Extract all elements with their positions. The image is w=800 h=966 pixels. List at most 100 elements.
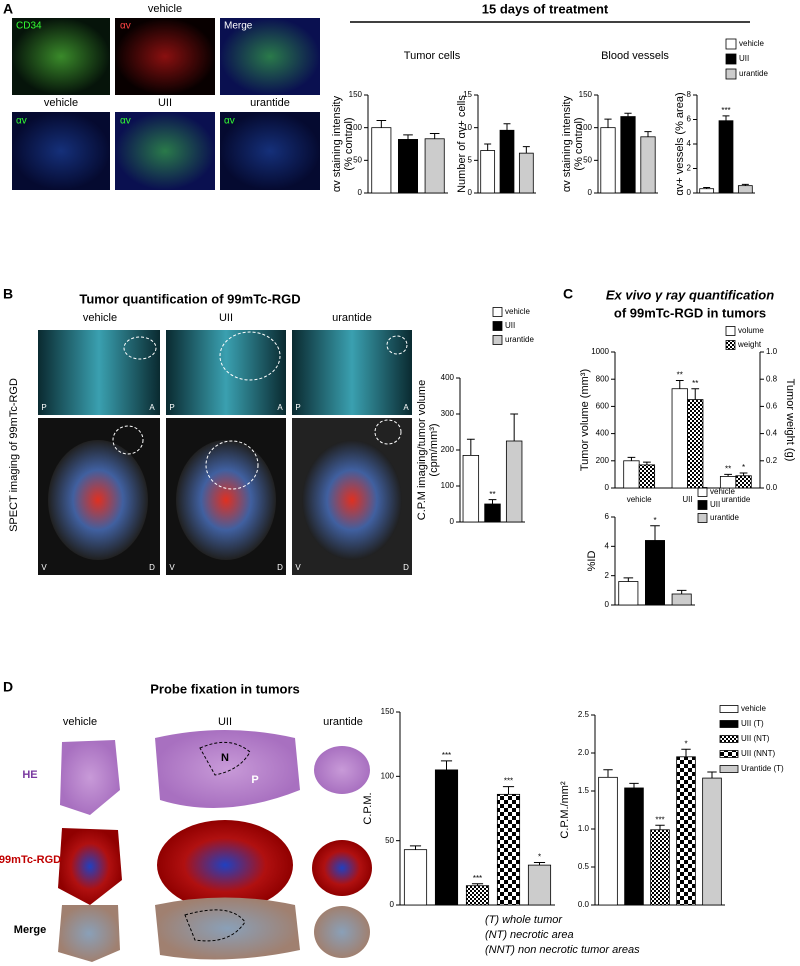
group-label: urantide	[332, 312, 372, 324]
row-label: Merge	[14, 924, 46, 936]
legend-label: volume	[738, 326, 764, 335]
tick-label: 100	[381, 771, 395, 780]
image	[60, 740, 120, 815]
bar	[424, 138, 445, 194]
bar	[499, 129, 515, 194]
error-bar	[643, 461, 651, 465]
tick-label: 600	[596, 402, 610, 411]
roi	[205, 440, 259, 490]
tick-label: 8	[687, 90, 692, 99]
tick-label: 200	[596, 456, 610, 465]
error-bar	[376, 119, 387, 128]
bar	[480, 150, 496, 194]
image	[166, 330, 286, 415]
significance: ***	[442, 751, 451, 760]
tick-label: 0	[687, 188, 692, 197]
tick-label: 0.0	[766, 483, 778, 492]
roi	[374, 419, 402, 445]
legend-label: vehicle	[710, 487, 735, 496]
legend-label: UII	[505, 321, 515, 330]
legend-swatch	[492, 321, 503, 331]
micrographs	[12, 18, 750, 962]
image	[58, 905, 120, 962]
footnote: (NNT) non necrotic tumor areas	[485, 944, 640, 956]
legend-swatch	[725, 38, 737, 50]
error-bar	[603, 769, 613, 778]
image	[176, 440, 276, 560]
treatment-title: 15 days of treatment	[482, 1, 609, 16]
bar	[699, 188, 715, 194]
axis-title: C.P.M.	[362, 792, 374, 824]
error-bar	[681, 748, 691, 757]
group-label: UII	[158, 97, 172, 109]
error-bar	[466, 438, 475, 456]
tick-label: 5	[468, 155, 473, 164]
tick-label: 100	[441, 481, 455, 490]
image	[48, 440, 148, 560]
axis-title: Number of αv+ cells	[456, 95, 468, 193]
bar	[719, 476, 737, 489]
legend-swatch	[719, 705, 739, 713]
legend-swatch	[492, 307, 503, 317]
corner-label: V	[41, 563, 47, 572]
axis-title: αv staining intensity	[561, 95, 573, 192]
legend-swatch	[492, 335, 503, 345]
error-bar	[522, 146, 530, 154]
tick-label: 0	[468, 188, 473, 197]
panel-label: D	[3, 679, 13, 695]
roi	[123, 336, 157, 360]
necrotic-outline	[199, 741, 251, 776]
error-bar	[484, 143, 492, 151]
corner-label: A	[149, 403, 155, 412]
bar	[623, 460, 640, 489]
legend-swatch	[719, 765, 739, 773]
group-label: urantide	[323, 716, 363, 728]
panel-title: Ex vivo γ ray quantification	[606, 287, 774, 302]
legend-label: urantide	[710, 513, 739, 522]
image	[12, 18, 110, 95]
image	[314, 906, 370, 958]
tick-label: 800	[596, 374, 610, 383]
legend-swatch	[719, 750, 739, 758]
x-tick-label: UII	[682, 495, 692, 504]
significance: *	[684, 739, 687, 748]
legend-label: Urantide (T)	[741, 764, 784, 773]
panel-label: B	[3, 286, 13, 302]
error-bar	[676, 589, 687, 594]
bar	[687, 399, 704, 489]
corner-label: V	[169, 563, 175, 572]
image	[220, 112, 320, 190]
bar	[624, 787, 644, 906]
legend-swatch	[697, 500, 708, 510]
error-bar	[503, 123, 511, 131]
significance: ***	[721, 106, 730, 115]
bar	[702, 777, 722, 906]
tick-label: 2	[687, 164, 692, 173]
side-label: SPECT imaging of 99mTc-RGD	[8, 378, 20, 532]
tick-label: 150	[349, 90, 363, 99]
significance: **	[489, 490, 495, 499]
necrotic-outline	[184, 909, 246, 942]
bar	[496, 793, 521, 906]
tick-label: 1.0	[766, 347, 778, 356]
significance: ***	[473, 874, 482, 883]
legend-label: weight	[737, 340, 762, 349]
footnote: (NT) necrotic area	[485, 929, 574, 941]
group-label: urantide	[250, 97, 290, 109]
bar	[671, 593, 692, 606]
image	[155, 897, 300, 960]
image	[115, 112, 215, 190]
error-bar	[707, 771, 717, 779]
bar	[484, 503, 501, 523]
tick-label: 0	[450, 517, 455, 526]
section-title: Blood vessels	[601, 50, 669, 62]
axis-title: (cpm/mm³)	[428, 423, 440, 476]
legend-swatch	[719, 735, 739, 743]
row-label: 99mTc-RGD	[0, 854, 61, 866]
legend-swatch	[725, 326, 736, 336]
tick-label: 10	[463, 123, 472, 132]
axis-title: Tumor volume (mm³)	[579, 369, 591, 471]
roi	[219, 331, 281, 381]
bar	[638, 464, 656, 489]
